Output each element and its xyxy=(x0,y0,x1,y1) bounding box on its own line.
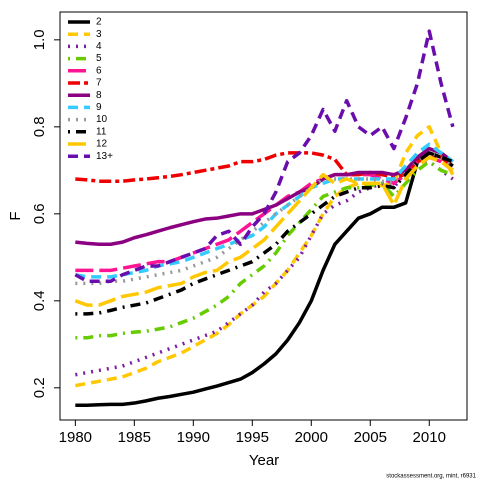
legend-label: 12 xyxy=(96,139,108,150)
series-line xyxy=(74,155,454,307)
series-line xyxy=(75,125,455,388)
plot-frame xyxy=(59,11,468,421)
x-tick-label: 1995 xyxy=(236,429,269,446)
legend-label: 6 xyxy=(96,65,102,76)
legend-label: 9 xyxy=(96,102,102,113)
series-line xyxy=(75,159,454,340)
legend-label: 11 xyxy=(96,126,107,137)
series-line xyxy=(75,151,454,407)
x-tick-label: 2010 xyxy=(413,429,446,446)
x-tick-label: 1990 xyxy=(177,429,210,446)
legend-label: 7 xyxy=(96,78,102,89)
y-tick-label: 1.0 xyxy=(31,29,48,50)
x-tick-label: 2005 xyxy=(354,429,387,446)
y-axis-label: F xyxy=(7,211,24,220)
y-tick-label: 0.2 xyxy=(31,377,48,398)
legend-label: 8 xyxy=(96,90,102,101)
series-line xyxy=(75,151,454,286)
y-tick-label: 0.4 xyxy=(31,290,48,311)
legend-label: 10 xyxy=(96,114,108,125)
legend-label: 3 xyxy=(96,29,102,40)
x-tick-label: 1985 xyxy=(118,429,151,446)
series-line xyxy=(75,142,454,279)
x-tick-label: 1980 xyxy=(59,429,92,446)
legend-label: 13+ xyxy=(96,151,113,162)
series-line xyxy=(75,151,454,316)
legend-label: 4 xyxy=(96,41,102,52)
footnote: stockassessment.org, mint, r6931 xyxy=(386,474,476,480)
legend-label: 5 xyxy=(96,53,102,64)
x-axis-label: Year xyxy=(249,452,279,469)
x-tick-label: 2000 xyxy=(295,429,328,446)
series-line xyxy=(75,146,454,247)
series-line xyxy=(74,29,455,283)
y-tick-label: 0.6 xyxy=(31,203,48,224)
y-tick-label: 0.8 xyxy=(31,116,48,137)
legend-label: 2 xyxy=(96,17,102,28)
